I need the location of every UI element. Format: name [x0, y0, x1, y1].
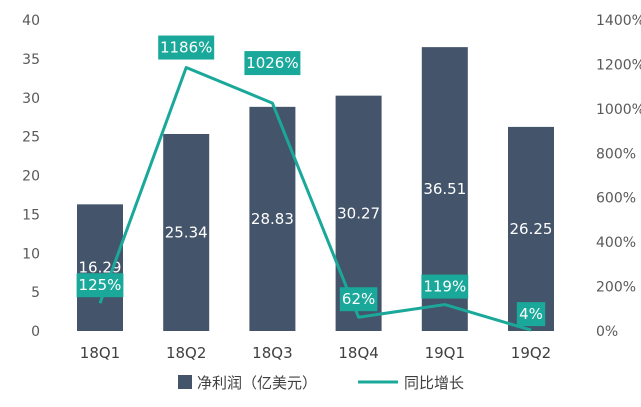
x-tick-label: 18Q1	[80, 344, 120, 362]
growth-value-label: 1186%	[160, 39, 212, 57]
y-left-tick-label: 5	[31, 285, 40, 301]
line-series: 125% 1186% 1026% 62% 119% 4%	[76, 35, 546, 332]
y-left-tick-label: 40	[22, 13, 40, 29]
y-left-tick-label: 15	[22, 207, 40, 223]
y-right-tick-label: 800%	[596, 146, 636, 162]
bar-value-label: 28.83	[251, 210, 294, 228]
y-axis-right: 0% 200% 400% 600% 800% 1000% 1200% 1400%	[596, 13, 641, 340]
growth-value-label: 4%	[519, 305, 543, 323]
y-right-tick-label: 200%	[596, 280, 636, 296]
bar-value-label: 30.27	[337, 204, 380, 222]
y-right-tick-label: 1200%	[596, 57, 641, 73]
growth-label-box	[76, 273, 124, 298]
growth-label-box	[244, 51, 301, 76]
bar	[508, 126, 554, 331]
y-right-tick-label: 1000%	[596, 102, 641, 118]
bar-value-label: 36.51	[423, 180, 466, 198]
growth-label-box	[339, 287, 378, 312]
legend: 净利润（亿美元） 同比增长	[178, 374, 464, 392]
y-left-tick-label: 25	[22, 130, 40, 146]
y-left-tick-label: 35	[22, 52, 40, 68]
y-left-tick-label: 10	[22, 246, 40, 262]
bar-value-label: 25.34	[165, 223, 208, 241]
growth-value-label: 125%	[79, 276, 122, 294]
bar	[77, 204, 123, 331]
x-axis: 18Q1 18Q2 18Q3 18Q4 19Q1 19Q2	[80, 344, 551, 362]
y-right-tick-label: 400%	[596, 235, 636, 251]
bar-value-label: 26.25	[510, 220, 553, 238]
growth-label-box	[516, 302, 546, 327]
growth-label-box	[158, 35, 215, 60]
bar	[163, 133, 210, 331]
y-right-tick-label: 0%	[596, 324, 618, 340]
y-right-tick-label: 1400%	[596, 13, 641, 29]
growth-value-label: 62%	[342, 290, 375, 308]
y-left-tick-label: 0	[31, 324, 40, 340]
x-tick-label: 18Q4	[338, 344, 378, 362]
legend-swatch-bar	[178, 375, 192, 389]
legend-label-line: 同比增长	[404, 374, 464, 392]
growth-value-label: 119%	[423, 278, 466, 296]
growth-value-label: 1026%	[246, 54, 298, 72]
x-tick-label: 18Q2	[166, 344, 206, 362]
x-tick-label: 19Q2	[511, 344, 551, 362]
x-tick-label: 19Q1	[425, 344, 465, 362]
y-left-tick-label: 20	[22, 169, 40, 185]
y-left-tick-label: 30	[22, 91, 40, 107]
growth-label-box	[421, 274, 469, 299]
legend-label-bar: 净利润（亿美元）	[197, 374, 317, 392]
growth-line	[98, 66, 532, 332]
x-tick-label: 18Q3	[252, 344, 292, 362]
y-axis-left: 0 5 10 15 20 25 30 35 40	[22, 13, 40, 340]
y-right-tick-label: 600%	[596, 191, 636, 207]
